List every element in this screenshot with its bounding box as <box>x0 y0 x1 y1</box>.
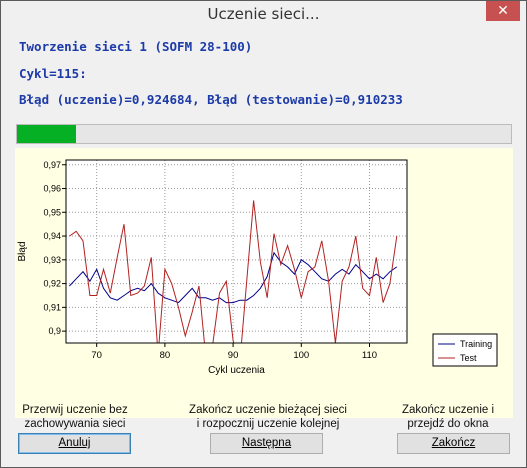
y-tick-label: 0,93 <box>43 255 61 265</box>
progress-bar <box>16 124 512 144</box>
plot-area <box>66 160 407 343</box>
cancel-desc-line2: zachowywania sieci <box>24 418 126 430</box>
y-tick-label: 0,96 <box>43 184 61 194</box>
y-tick-label: 0,92 <box>43 279 61 289</box>
x-tick-label: 80 <box>160 350 171 361</box>
window-title: Uczenie sieci... <box>207 5 320 23</box>
chart-panel: 0,9 0,91 0,92 0,93 0,94 0,95 0,96 0,97 70 80 90 100… <box>15 148 513 418</box>
y-tick-label: 0,9 <box>48 326 61 336</box>
finish-desc-line1: Zakończ uczenie i <box>401 404 495 416</box>
cycle-status: Cykl=115: <box>19 66 87 81</box>
x-tick-label: 90 <box>228 350 239 361</box>
progress-fill <box>17 125 77 143</box>
y-tick-label: 0,94 <box>43 231 61 241</box>
next-button-label: Następna <box>241 437 292 449</box>
cancel-button-label: Anuluj <box>58 437 91 449</box>
legend-label-test: Test <box>460 353 477 363</box>
error-status: Błąd (uczenie)=0,924684, Błąd (testowani… <box>19 92 403 107</box>
finish-button-label: Zakończ <box>431 437 476 449</box>
next-description: Zakończ uczenie bieżącej sieci i rozpocz… <box>178 403 358 431</box>
x-tick-label: 70 <box>91 350 102 361</box>
finish-button[interactable]: Zakończ <box>397 433 510 454</box>
next-desc-line1: Zakończ uczenie bieżącej sieci <box>189 404 347 416</box>
error-chart: 0,9 0,91 0,92 0,93 0,94 0,95 0,96 0,97 70 80 90 100… <box>17 159 498 376</box>
network-status: Tworzenie sieci 1 (SOFM 28-100) <box>19 39 253 54</box>
next-button[interactable]: Następna <box>210 433 323 454</box>
legend-box <box>432 333 498 367</box>
finish-description: Zakończ uczenie i przejdź do okna <box>388 403 508 431</box>
series-line-training <box>69 251 398 304</box>
plot-frame <box>65 159 408 344</box>
x-tick-label: 110 <box>362 350 377 361</box>
y-tick-label: 0,97 <box>43 160 61 170</box>
dialog-body: Tworzenie sieci 1 (SOFM 28-100) Cykl=115… <box>8 31 520 463</box>
legend-label-training: Training <box>460 339 492 349</box>
finish-desc-line2: przejdź do okna <box>407 418 489 430</box>
y-tick-label: 0,91 <box>43 302 61 312</box>
x-tick-label: 100 <box>293 350 309 361</box>
title-bar[interactable]: Uczenie sieci... ✕ <box>1 1 526 31</box>
close-icon[interactable]: ✕ <box>486 1 520 21</box>
cancel-description: Przerwij uczenie bez zachowywania sieci <box>10 403 140 431</box>
y-axis-label: Błąd <box>17 241 28 261</box>
next-desc-line2: i rozpocznij uczenie kolejnej <box>196 418 340 430</box>
x-axis-label: Cykl uczenia <box>208 365 265 376</box>
series-line-test <box>69 200 398 343</box>
y-tick-label: 0,95 <box>43 207 61 217</box>
cancel-button[interactable]: Anuluj <box>18 433 131 454</box>
cancel-desc-line1: Przerwij uczenie bez <box>22 404 128 416</box>
